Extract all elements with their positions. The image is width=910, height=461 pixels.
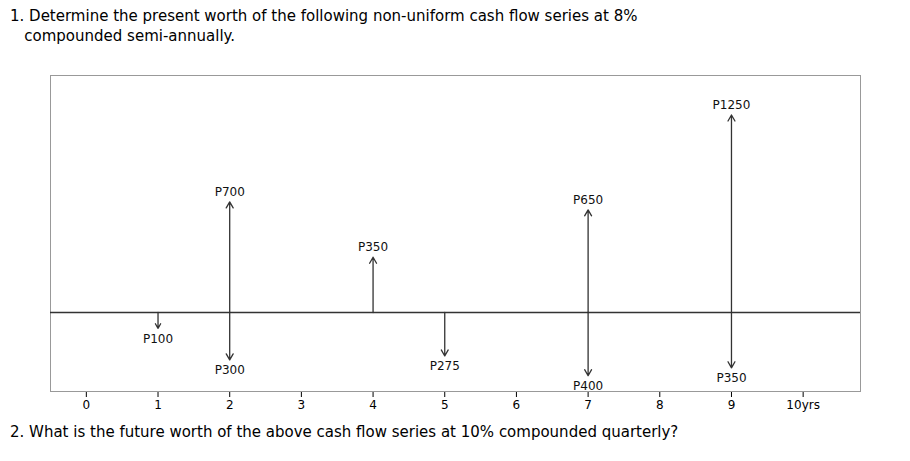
svg-text:7: 7 — [584, 398, 592, 412]
svg-text:P1250: P1250 — [713, 98, 751, 112]
svg-text:P300: P300 — [215, 363, 245, 377]
svg-text:P700: P700 — [215, 184, 245, 198]
svg-text:6: 6 — [513, 398, 521, 412]
svg-text:9: 9 — [728, 398, 736, 412]
html-text:1. Determine the present worth: 1. Determine the present worth of the fo… — [10, 7, 638, 46]
svg-text:P350: P350 — [358, 240, 388, 254]
svg-text:P400: P400 — [573, 379, 603, 393]
svg-text:2: 2 — [226, 398, 234, 412]
svg-text:P650: P650 — [573, 192, 603, 206]
svg-text:3: 3 — [298, 398, 306, 412]
svg-text:8: 8 — [656, 398, 664, 412]
html-text:2. What is the future worth of: 2. What is the future worth of the above… — [10, 422, 679, 441]
svg-text:0: 0 — [83, 398, 91, 412]
svg-text:5: 5 — [441, 398, 449, 412]
svg-text:P275: P275 — [430, 359, 460, 373]
svg-text:P100: P100 — [143, 331, 173, 345]
svg-text:4: 4 — [369, 398, 377, 412]
svg-text:1: 1 — [154, 398, 162, 412]
svg-text:P350: P350 — [716, 371, 746, 385]
svg-text:10yrs: 10yrs — [786, 398, 820, 412]
